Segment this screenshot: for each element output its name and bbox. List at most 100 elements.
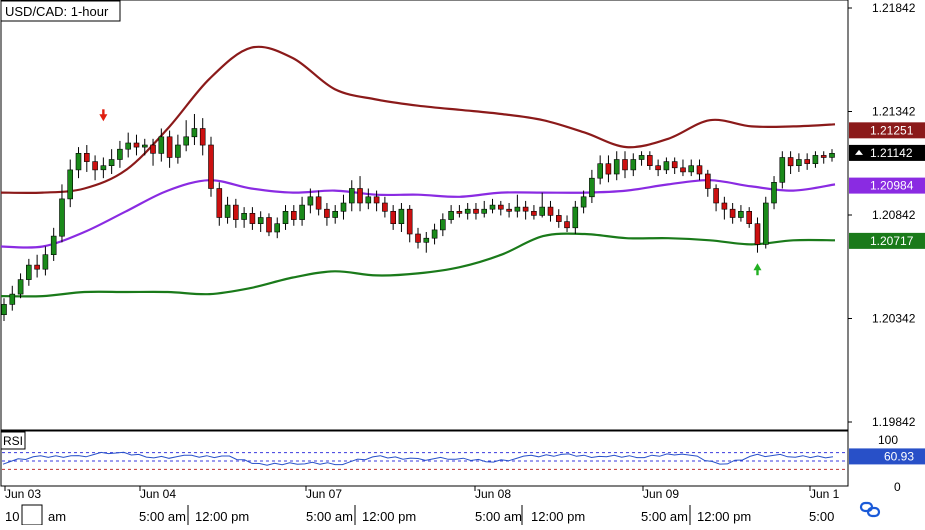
price-tick-label: 1.20842	[872, 208, 916, 222]
date-tick-label: Jun 09	[643, 487, 679, 501]
candle-body	[92, 161, 98, 171]
candle-body	[713, 188, 719, 204]
candle-body	[497, 204, 504, 210]
candle-body	[531, 211, 537, 216]
candle-body	[324, 208, 330, 218]
candle-body	[738, 211, 744, 218]
candle-body	[589, 177, 595, 198]
date-tick-label: Jun 08	[475, 487, 511, 501]
time-tick-label: 12:00 pm	[195, 509, 249, 524]
candle-body	[754, 223, 761, 245]
candle-body	[415, 233, 421, 243]
price-axis: 1.21842 1.21342 1.20842 1.20342 1.19842	[848, 1, 916, 429]
chart-title: USD/CAD: 1-hour	[5, 4, 109, 19]
candle-body	[191, 128, 198, 138]
candle-body	[208, 144, 214, 189]
price-tick-label: 1.19842	[872, 415, 916, 429]
candle-body	[506, 208, 512, 212]
candle-body	[464, 208, 471, 214]
candle-body	[481, 208, 488, 214]
candle-body	[812, 155, 819, 164]
rsi-label-box	[0, 431, 26, 450]
candle-body	[630, 159, 637, 171]
candle-body	[597, 163, 604, 179]
candle-body	[663, 161, 670, 171]
candle-body	[390, 211, 397, 225]
candle-body	[216, 188, 223, 218]
date-tick-label: Jun 07	[306, 487, 342, 501]
price-badge	[849, 232, 925, 249]
date-tick-label: Jun 03	[5, 487, 41, 501]
candle-body	[655, 165, 661, 171]
candle-body	[439, 219, 446, 231]
candle-body	[398, 208, 405, 224]
buy-signal-stem	[756, 269, 759, 276]
time-tick-label: 12:00 pm	[697, 509, 751, 524]
signal-markers	[99, 109, 762, 276]
candle-body	[456, 211, 463, 214]
price-badge-label: 1.21251	[870, 123, 914, 137]
rsi-value-badge	[849, 448, 925, 465]
date-tick-label: Jun 04	[140, 487, 176, 501]
candle-body	[704, 173, 711, 189]
candle-body	[373, 196, 380, 204]
time-tick-label: 12:00 pm	[362, 509, 416, 524]
candle-body	[448, 211, 454, 220]
time-tick-label: 5:00 am	[139, 509, 186, 524]
candle-body	[489, 204, 496, 210]
candle-body	[680, 167, 686, 173]
candle-body	[473, 208, 479, 214]
candle-body	[547, 206, 554, 216]
candle-body	[406, 208, 413, 235]
rsi-value-label: 60.93	[884, 449, 914, 463]
price-tick-label: 1.20342	[872, 312, 916, 326]
candle-body	[729, 208, 736, 218]
chain-link-icon[interactable]	[859, 501, 881, 518]
candle-body	[282, 211, 289, 225]
price-badge	[849, 144, 925, 161]
candle-body	[696, 165, 703, 175]
candle-body	[84, 153, 90, 162]
candle-body	[613, 159, 620, 175]
bollinger-bands	[0, 45, 836, 298]
time-tick-label: 5:00 am	[475, 509, 522, 524]
sell-signal-arrow	[99, 114, 108, 122]
candle-body	[307, 196, 314, 206]
candlesticks	[1, 113, 835, 321]
time-tick-label: 5:00	[809, 509, 834, 524]
candle-body	[431, 229, 438, 239]
candle-body	[199, 128, 206, 146]
candle-body	[249, 213, 256, 224]
lower-band-line	[0, 232, 836, 298]
candle-body	[299, 204, 305, 220]
candle-body	[117, 148, 123, 160]
last-price-triangle-icon	[855, 149, 863, 155]
date-tick-label: Jun 1	[810, 487, 840, 501]
candle-body	[820, 155, 827, 158]
candle-body	[762, 202, 769, 245]
candle-body	[382, 202, 388, 212]
middle-band-line	[0, 179, 836, 249]
candle-body	[133, 142, 140, 148]
price-badges: 1.21251 1.21142 1.20984 1.20717	[849, 122, 925, 249]
price-badge-label: 1.20717	[870, 234, 914, 248]
candle-body	[646, 155, 653, 166]
candle-body	[67, 169, 73, 200]
time-tick-label: 12:00 pm	[531, 509, 585, 524]
candle-body	[125, 142, 131, 150]
candle-body	[34, 264, 40, 270]
candle-body	[539, 206, 546, 216]
candle-body	[224, 204, 231, 218]
candle-body	[340, 202, 347, 212]
candle-body	[746, 211, 753, 225]
candle-body	[75, 153, 82, 171]
price-tick-label: 1.21342	[872, 105, 916, 119]
sell-signal-stem	[102, 109, 105, 116]
candle-body	[266, 217, 272, 233]
price-badge-label: 1.20984	[870, 179, 914, 193]
candle-body	[622, 159, 628, 171]
rsi-label: RSI	[3, 434, 23, 448]
candle-body	[348, 188, 355, 204]
